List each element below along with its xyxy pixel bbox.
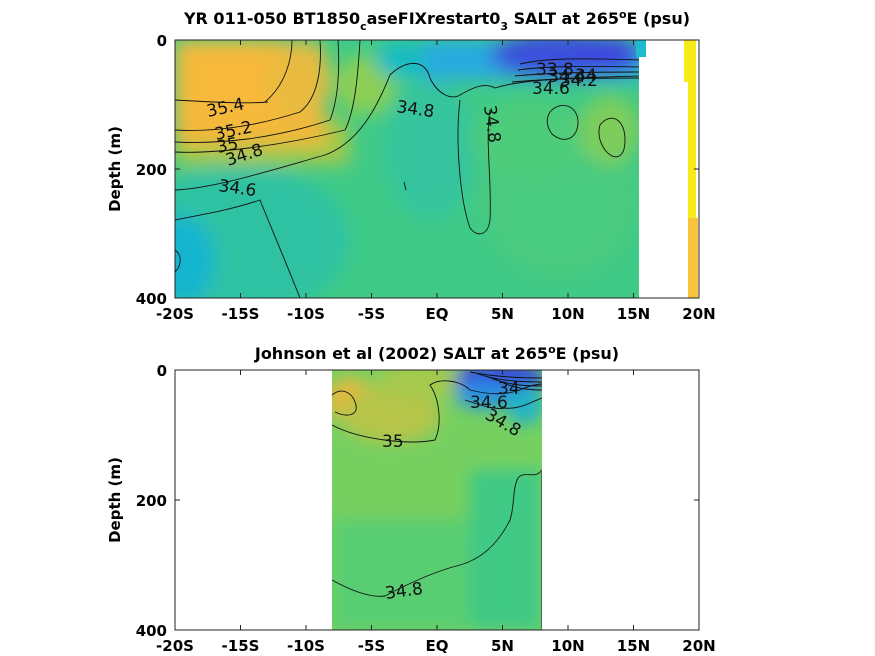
observation-contour-label: 35	[382, 432, 404, 452]
x-tick-label: -5S	[358, 637, 385, 655]
observation-salinity-field	[332, 370, 542, 630]
observation-panel: Johnson et al (2002) SALT at 265oE (psu)	[106, 343, 716, 655]
x-tick-label: 15N	[617, 305, 650, 323]
observation-contour-label: 34	[498, 379, 520, 399]
y-tick-label: 0	[157, 32, 167, 50]
x-tick-label: 15N	[617, 637, 650, 655]
model-contour-label: 34.6	[532, 79, 570, 99]
x-tick-label: -20S	[156, 637, 194, 655]
model-contour-label: 34.4	[548, 67, 586, 87]
x-tick-label: -15S	[222, 637, 260, 655]
x-tick-label: -10S	[287, 305, 325, 323]
model-contour-label: 34.2	[560, 71, 598, 91]
x-tick-label: 5N	[491, 637, 514, 655]
y-tick-label: 400	[136, 290, 167, 308]
model-contour-label: 35	[215, 134, 240, 158]
x-tick-label: -10S	[287, 637, 325, 655]
observation-contours	[332, 371, 542, 630]
model-contour-label: 34	[575, 66, 597, 86]
y-tick-label: 0	[157, 362, 167, 380]
x-tick-label: -15S	[222, 305, 260, 323]
x-tick-label: EQ	[426, 637, 449, 655]
model-contours	[175, 40, 639, 298]
x-tick-label: EQ	[426, 305, 449, 323]
x-tick-label: 10N	[551, 305, 584, 323]
y-tick-label: 200	[136, 492, 167, 510]
model-panel-title: YR 011-050 BT1850caseFIXrestart03 SALT a…	[183, 8, 690, 33]
y-tick-label: 200	[136, 161, 167, 179]
model-salinity-field	[175, 40, 639, 298]
observation-panel-title: Johnson et al (2002) SALT at 265oE (psu)	[254, 343, 619, 363]
x-tick-label: 20N	[682, 637, 715, 655]
model-y-axis-label: Depth (m)	[106, 126, 124, 212]
x-tick-label: -20S	[156, 305, 194, 323]
observation-contour-label: 34.6	[470, 393, 508, 413]
y-tick-label: 400	[136, 622, 167, 640]
model-yellow-strip	[684, 40, 696, 82]
x-tick-label: -5S	[358, 305, 385, 323]
x-tick-label: 10N	[551, 637, 584, 655]
x-tick-label: 5N	[491, 305, 514, 323]
model-axes-ticks: -20S -15S -10S -5S EQ 5N 10N 15N 20N 0 200 400	[136, 32, 716, 323]
model-contour-label: 33.8	[536, 60, 574, 80]
x-tick-label: 20N	[682, 305, 715, 323]
observation-axes-ticks: -20S -15S -10S -5S EQ 5N 10N 15N 20N 0 200 400	[136, 362, 716, 655]
model-panel: YR 011-050 BT1850caseFIXrestart03 SALT a…	[106, 8, 716, 323]
observation-y-axis-label: Depth (m)	[106, 457, 124, 543]
